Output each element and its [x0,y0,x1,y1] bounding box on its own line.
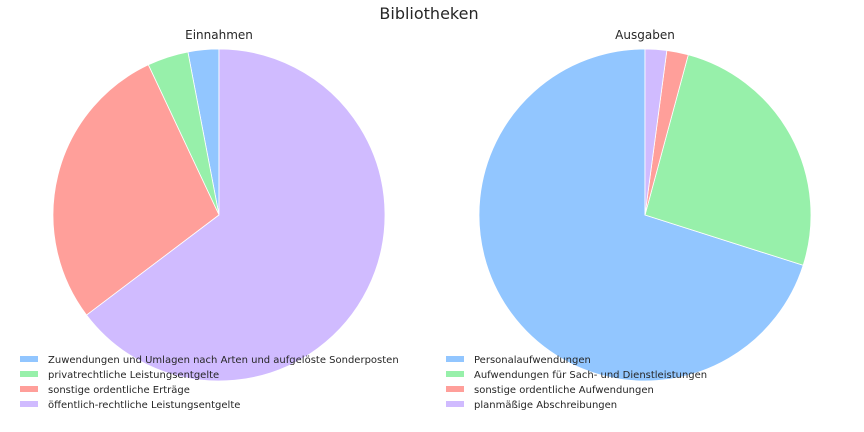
legend-label: planmäßige Abschreibungen [474,400,617,411]
legend-swatch [20,401,38,407]
figure-title: Bibliotheken [379,4,478,23]
legend-swatch [446,401,464,407]
pie-slice [478,48,804,382]
pie-chart-1: Einnahmen Zuwendungen und Umlagen nach Ar… [20,28,399,411]
legend-swatch [20,356,38,362]
pie-slice [52,64,220,316]
legend: Personalaufwendungen Aufwendungen für Sac… [446,355,707,411]
legend-label: privatrechtliche Leistungsentgelte [48,370,219,381]
pie-slice [86,48,386,382]
legend-label: Personalaufwendungen [474,355,591,366]
legend-swatch [446,356,464,362]
legend-label: öffentlich-rechtliche Leistungsentgelte [48,400,240,411]
legend-label: sonstige ordentliche Aufwendungen [474,385,654,396]
legend-swatch [20,371,38,377]
legend-swatch [446,386,464,392]
legend-label: Zuwendungen und Umlagen nach Arten und a… [48,355,399,366]
legend: Zuwendungen und Umlagen nach Arten und a… [20,355,399,411]
chart-title: Einnahmen [185,28,253,42]
legend-label: sonstige ordentliche Erträge [48,385,190,396]
pie-slice [644,54,812,266]
legend-swatch [20,386,38,392]
pie-chart-2: Ausgaben Personalaufwendungen Aufwendungen… [446,28,812,411]
legend-label: Aufwendungen für Sach- und Dienstleistun… [474,370,707,381]
pie-slice [644,48,668,216]
chart-title: Ausgaben [615,28,675,42]
legend-swatch [446,371,464,377]
